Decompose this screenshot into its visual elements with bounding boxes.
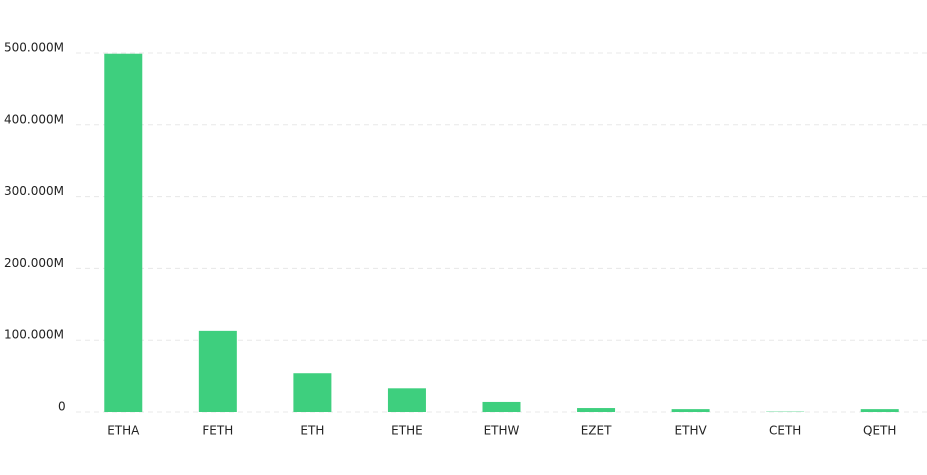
x-tick-label: ETHA — [107, 424, 140, 438]
bar — [482, 401, 521, 412]
bar — [387, 388, 426, 412]
bar — [104, 53, 143, 413]
bar — [860, 409, 899, 412]
y-tick-label: 500.000M — [4, 41, 64, 55]
bar — [671, 409, 710, 412]
bar — [577, 408, 616, 412]
x-tick-label: ETH — [300, 424, 324, 438]
x-tick-label: ETHW — [484, 424, 520, 438]
y-tick-label: 100.000M — [4, 328, 64, 342]
x-tick-label: CETH — [769, 424, 801, 438]
y-tick-label: 200.000M — [4, 256, 64, 270]
x-tick-label: QETH — [863, 424, 896, 438]
bar — [293, 373, 332, 412]
x-tick-label: EZET — [581, 424, 612, 438]
bar — [198, 330, 237, 412]
x-tick-label: ETHE — [391, 424, 423, 438]
y-tick-label: 0 — [58, 400, 66, 414]
x-tick-label: FETH — [202, 424, 233, 438]
y-tick-label: 400.000M — [4, 112, 64, 126]
x-tick-label: ETHV — [675, 424, 708, 438]
y-tick-label: 300.000M — [4, 184, 64, 198]
